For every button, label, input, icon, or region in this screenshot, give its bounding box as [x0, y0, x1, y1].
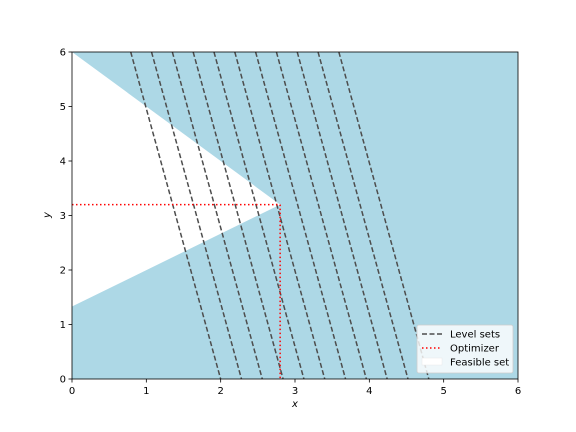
legend: Level sets Optimizer Feasible set — [416, 324, 514, 374]
x-tick-label: 5 — [440, 386, 446, 397]
level-set-line — [275, 52, 368, 379]
x-tick-label: 0 — [69, 386, 75, 397]
y-tick-label: 5 — [60, 102, 66, 113]
level-set-line — [171, 52, 264, 379]
y-tick-label: 1 — [60, 320, 66, 331]
level-set-line — [338, 52, 430, 379]
plot-area — [72, 52, 518, 379]
x-tick-label: 3 — [292, 386, 298, 397]
legend-optimizer-label: Optimizer — [450, 344, 500, 355]
legend-level-sets-label: Level sets — [450, 330, 500, 341]
level-set-line — [213, 52, 305, 379]
y-axis-label: y — [42, 211, 53, 219]
level-set-line — [234, 52, 326, 379]
x-axis-label: x — [291, 399, 298, 410]
y-axis-ticks: 0 1 2 3 4 5 6 — [60, 48, 72, 386]
level-set-line — [254, 52, 347, 379]
x-tick-label: 1 — [143, 386, 149, 397]
legend-feasible-set-label: Feasible set — [450, 358, 509, 369]
y-tick-label: 6 — [60, 48, 66, 59]
x-tick-label: 2 — [217, 386, 223, 397]
feasible-set-region — [72, 52, 281, 307]
level-set-line — [150, 52, 243, 379]
level-set-line — [296, 52, 388, 379]
y-tick-label: 2 — [60, 266, 66, 277]
level-set-line — [317, 52, 409, 379]
legend-feasible-set-swatch — [421, 357, 443, 366]
level-set-lines — [130, 52, 430, 379]
y-tick-label: 4 — [60, 157, 66, 168]
x-axis-ticks: 0 1 2 3 4 5 6 — [69, 379, 521, 397]
y-tick-label: 0 — [60, 375, 66, 386]
level-set-line — [130, 52, 222, 379]
x-tick-label: 4 — [366, 386, 372, 397]
y-tick-label: 3 — [60, 211, 66, 222]
x-tick-label: 6 — [515, 386, 521, 397]
level-set-line — [192, 52, 284, 379]
